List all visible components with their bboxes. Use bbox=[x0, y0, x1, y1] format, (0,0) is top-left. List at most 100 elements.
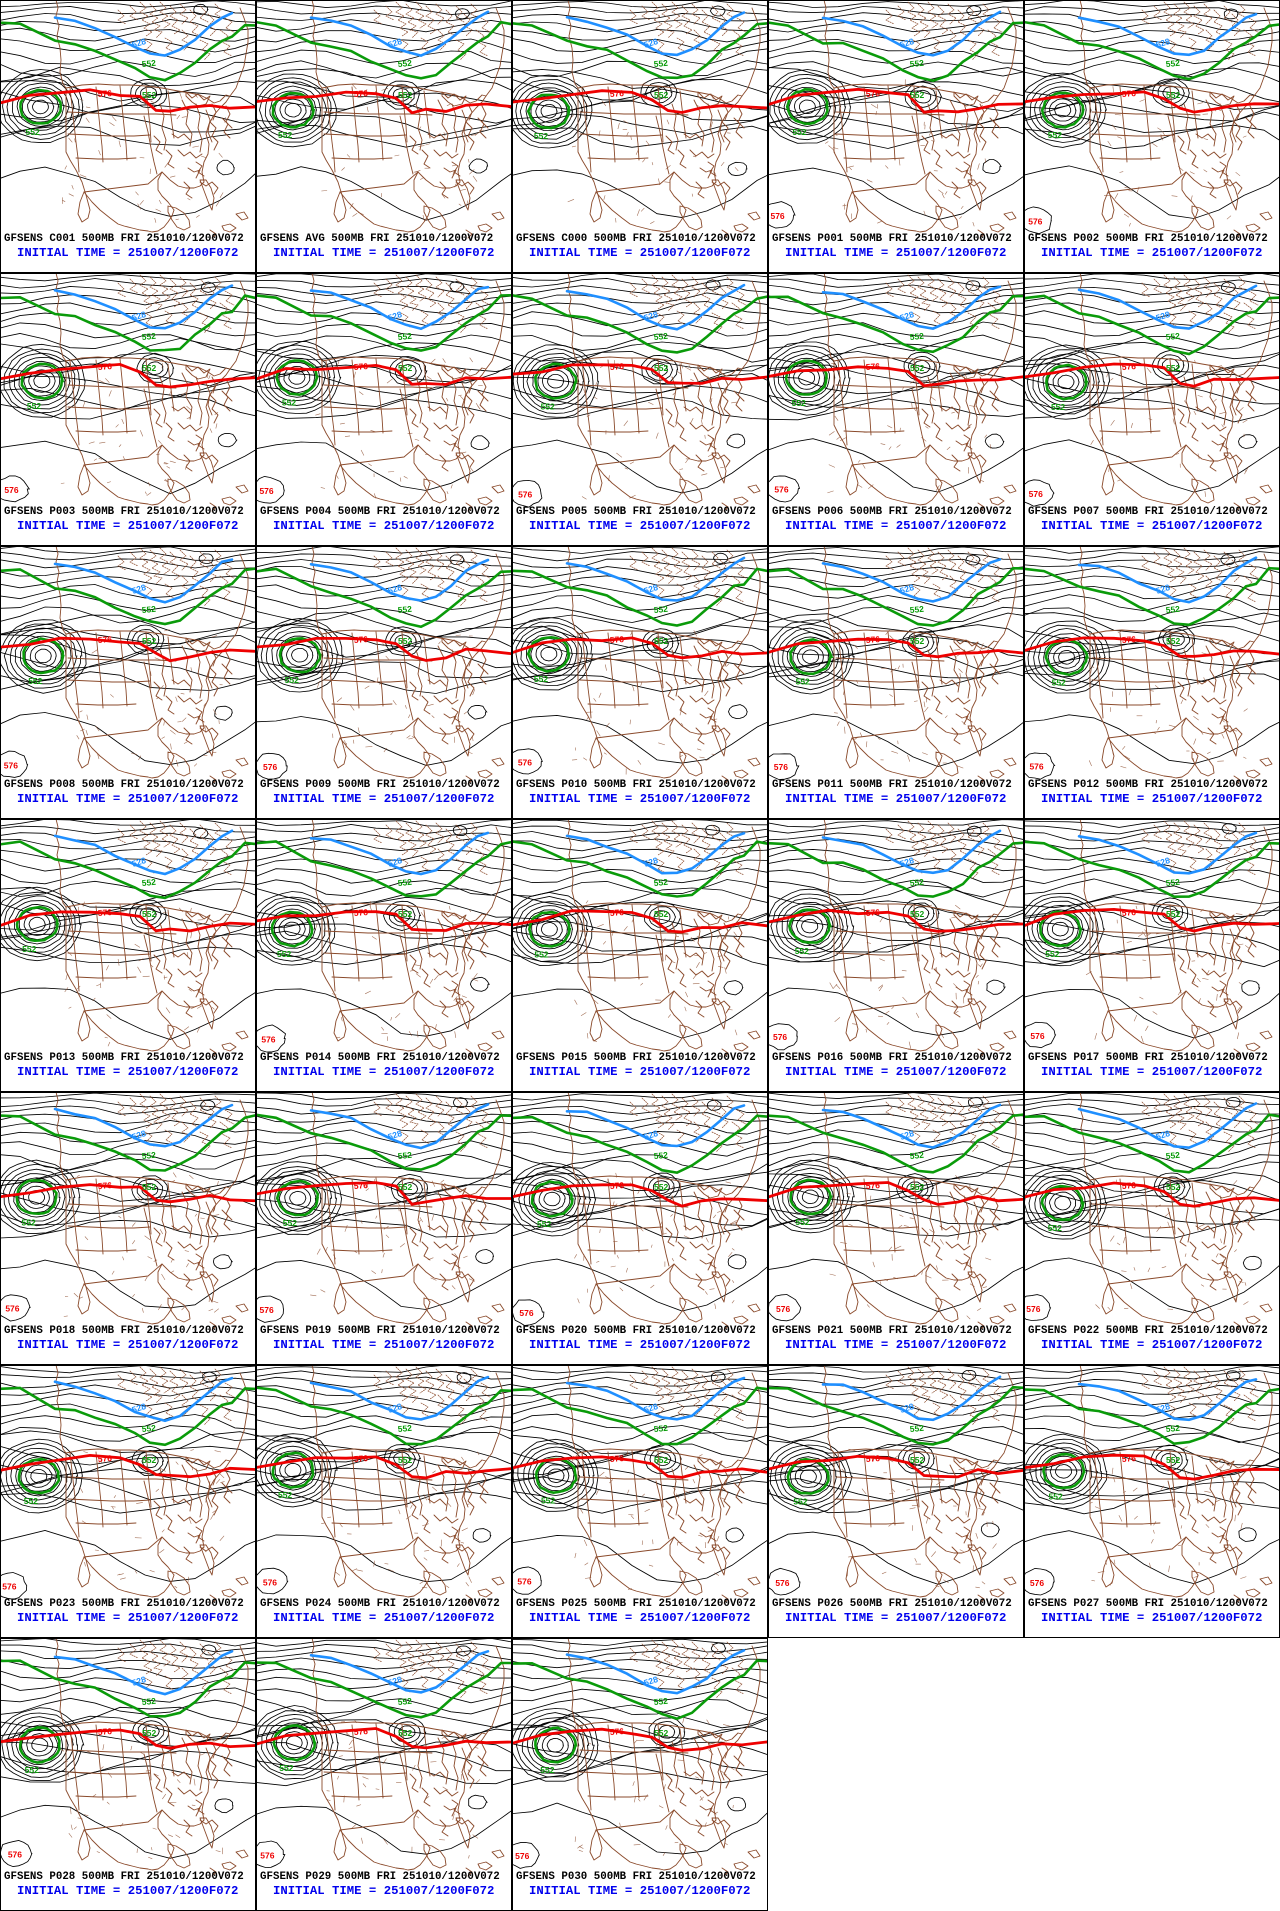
svg-text:576: 576 bbox=[1121, 634, 1136, 645]
svg-text:552: 552 bbox=[397, 1696, 412, 1707]
svg-text:576: 576 bbox=[776, 1304, 790, 1314]
svg-text:576: 576 bbox=[1030, 1578, 1044, 1588]
svg-text:552: 552 bbox=[1165, 1150, 1180, 1161]
svg-text:552: 552 bbox=[654, 1455, 668, 1465]
svg-text:552: 552 bbox=[653, 331, 668, 342]
svg-text:552: 552 bbox=[142, 1455, 156, 1465]
svg-text:552: 552 bbox=[398, 363, 412, 373]
svg-text:552: 552 bbox=[1048, 1223, 1062, 1233]
svg-text:576: 576 bbox=[1121, 361, 1136, 372]
svg-text:576: 576 bbox=[865, 1453, 880, 1464]
svg-text:552: 552 bbox=[792, 398, 806, 408]
svg-text:552: 552 bbox=[653, 1150, 668, 1161]
svg-text:552: 552 bbox=[397, 877, 412, 888]
svg-text:552: 552 bbox=[141, 1696, 156, 1707]
svg-text:552: 552 bbox=[398, 1728, 412, 1738]
svg-text:552: 552 bbox=[909, 331, 924, 342]
svg-text:552: 552 bbox=[910, 1455, 924, 1465]
svg-text:552: 552 bbox=[910, 90, 924, 100]
svg-text:552: 552 bbox=[27, 401, 41, 411]
svg-text:552: 552 bbox=[653, 58, 668, 69]
svg-text:576: 576 bbox=[260, 1305, 274, 1315]
svg-text:552: 552 bbox=[397, 1150, 412, 1161]
svg-text:576: 576 bbox=[770, 211, 784, 221]
svg-text:576: 576 bbox=[2, 1582, 16, 1592]
svg-text:576: 576 bbox=[609, 88, 624, 99]
svg-text:552: 552 bbox=[398, 90, 412, 100]
svg-text:552: 552 bbox=[285, 675, 299, 685]
svg-text:576: 576 bbox=[4, 485, 18, 495]
svg-text:576: 576 bbox=[1029, 489, 1043, 499]
svg-text:552: 552 bbox=[141, 877, 156, 888]
svg-text:552: 552 bbox=[534, 131, 548, 141]
svg-text:576: 576 bbox=[865, 361, 880, 372]
svg-text:552: 552 bbox=[398, 909, 412, 919]
svg-text:552: 552 bbox=[277, 949, 291, 959]
svg-text:552: 552 bbox=[909, 1150, 924, 1161]
svg-text:552: 552 bbox=[910, 1182, 924, 1192]
svg-text:552: 552 bbox=[540, 1765, 554, 1775]
svg-text:552: 552 bbox=[653, 1696, 668, 1707]
svg-text:576: 576 bbox=[8, 1850, 22, 1860]
svg-text:576: 576 bbox=[353, 361, 368, 372]
svg-text:552: 552 bbox=[398, 636, 412, 646]
svg-text:576: 576 bbox=[609, 1180, 624, 1191]
svg-text:552: 552 bbox=[1048, 130, 1062, 140]
svg-text:576: 576 bbox=[97, 634, 112, 645]
svg-text:576: 576 bbox=[518, 489, 532, 499]
svg-text:552: 552 bbox=[141, 58, 156, 69]
svg-text:576: 576 bbox=[609, 361, 624, 372]
svg-text:552: 552 bbox=[1165, 1423, 1180, 1434]
svg-text:576: 576 bbox=[97, 361, 112, 372]
svg-text:552: 552 bbox=[397, 331, 412, 342]
svg-text:552: 552 bbox=[24, 1496, 38, 1506]
svg-text:552: 552 bbox=[909, 58, 924, 69]
svg-text:552: 552 bbox=[397, 1423, 412, 1434]
svg-text:552: 552 bbox=[654, 1182, 668, 1192]
svg-text:552: 552 bbox=[1165, 877, 1180, 888]
svg-text:576: 576 bbox=[260, 1851, 274, 1861]
svg-text:552: 552 bbox=[1166, 909, 1180, 919]
svg-text:552: 552 bbox=[142, 1728, 156, 1738]
svg-text:576: 576 bbox=[97, 1453, 112, 1464]
svg-text:552: 552 bbox=[1165, 58, 1180, 69]
svg-text:552: 552 bbox=[796, 677, 810, 687]
svg-text:576: 576 bbox=[1121, 88, 1136, 99]
svg-text:552: 552 bbox=[1165, 604, 1180, 615]
svg-text:552: 552 bbox=[1045, 949, 1059, 959]
svg-text:552: 552 bbox=[142, 90, 156, 100]
svg-text:576: 576 bbox=[97, 1726, 112, 1737]
svg-text:552: 552 bbox=[795, 946, 809, 956]
svg-text:552: 552 bbox=[909, 877, 924, 888]
svg-text:552: 552 bbox=[1166, 1182, 1180, 1192]
svg-text:576: 576 bbox=[865, 1180, 880, 1191]
svg-text:552: 552 bbox=[1052, 677, 1066, 687]
svg-text:552: 552 bbox=[1166, 636, 1180, 646]
svg-text:552: 552 bbox=[909, 1423, 924, 1434]
svg-text:552: 552 bbox=[22, 944, 36, 954]
svg-text:552: 552 bbox=[279, 1763, 293, 1773]
svg-text:552: 552 bbox=[22, 1217, 36, 1227]
svg-text:552: 552 bbox=[910, 636, 924, 646]
svg-text:552: 552 bbox=[28, 676, 42, 686]
svg-text:576: 576 bbox=[263, 1577, 277, 1587]
svg-text:576: 576 bbox=[774, 485, 788, 495]
svg-text:552: 552 bbox=[534, 674, 548, 684]
svg-text:576: 576 bbox=[353, 1726, 368, 1737]
svg-text:552: 552 bbox=[795, 1217, 809, 1227]
svg-text:576: 576 bbox=[1028, 216, 1042, 226]
svg-text:576: 576 bbox=[609, 1726, 624, 1737]
svg-text:552: 552 bbox=[398, 1455, 412, 1465]
svg-text:576: 576 bbox=[518, 758, 532, 768]
svg-text:552: 552 bbox=[653, 604, 668, 615]
svg-text:552: 552 bbox=[142, 636, 156, 646]
svg-text:552: 552 bbox=[654, 636, 668, 646]
svg-text:552: 552 bbox=[1166, 90, 1180, 100]
svg-text:552: 552 bbox=[141, 331, 156, 342]
svg-text:552: 552 bbox=[653, 1423, 668, 1434]
svg-text:576: 576 bbox=[5, 1304, 19, 1314]
svg-text:576: 576 bbox=[519, 1308, 533, 1318]
svg-text:576: 576 bbox=[1029, 762, 1043, 772]
svg-text:552: 552 bbox=[141, 604, 156, 615]
svg-text:552: 552 bbox=[26, 127, 40, 137]
